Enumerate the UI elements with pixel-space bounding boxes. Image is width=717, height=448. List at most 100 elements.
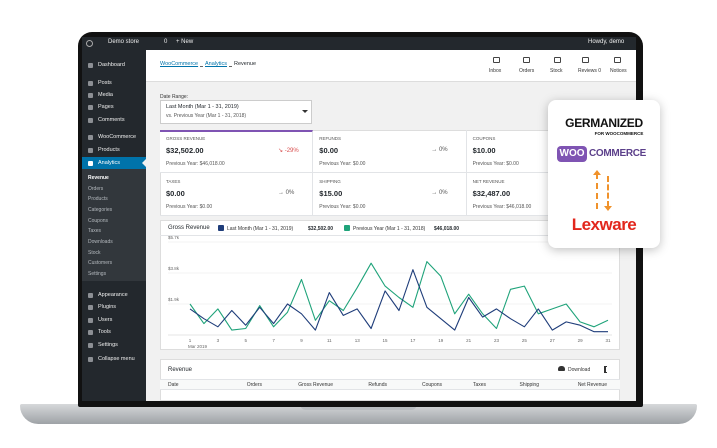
column-header[interactable]: Taxes bbox=[472, 382, 486, 388]
submenu-item[interactable]: Customers bbox=[88, 260, 113, 266]
x-tick-label: 27 bbox=[550, 338, 556, 343]
table-header-row bbox=[160, 379, 620, 390]
dropdown-caret bbox=[302, 110, 308, 113]
column-header[interactable]: Coupons bbox=[421, 382, 442, 388]
header-icon[interactable] bbox=[523, 57, 530, 63]
header-action[interactable]: Reviews 0 bbox=[578, 68, 602, 74]
menu-icon bbox=[88, 93, 93, 98]
submenu-item[interactable]: Settings bbox=[88, 271, 107, 277]
series-line bbox=[189, 269, 608, 333]
card-label: COUPONS bbox=[472, 136, 496, 141]
column-header[interactable]: Net Revenue bbox=[577, 382, 607, 388]
download-button[interactable]: Download bbox=[568, 367, 591, 373]
menu-item[interactable]: Posts bbox=[98, 80, 112, 86]
new-button[interactable]: + New bbox=[176, 39, 194, 45]
chart-panel bbox=[160, 220, 620, 350]
card-previous: Previous Year: $46,018.00 bbox=[166, 161, 225, 167]
header-icon[interactable] bbox=[614, 57, 621, 63]
menu-item[interactable]: Collapse menu bbox=[98, 356, 135, 362]
card[interactable] bbox=[313, 173, 467, 216]
menu-item[interactable]: Dashboard bbox=[98, 62, 125, 68]
header-action[interactable]: Notices bbox=[610, 68, 627, 74]
date-range-box[interactable] bbox=[160, 100, 312, 124]
breadcrumb-item[interactable]: Analytics bbox=[205, 61, 228, 67]
header-icon[interactable] bbox=[554, 57, 561, 63]
menu-item[interactable]: Plugins bbox=[98, 304, 117, 310]
card-previous: Previous Year: $0.00 bbox=[319, 204, 366, 210]
card-previous: Previous Year: $46,018.00 bbox=[472, 204, 532, 210]
site-name[interactable]: Demo store bbox=[108, 39, 140, 45]
menu-item[interactable]: Appearance bbox=[98, 292, 128, 298]
breadcrumb-item: Revenue bbox=[234, 61, 257, 67]
submenu-item[interactable]: Orders bbox=[88, 186, 104, 192]
column-header[interactable]: Shipping bbox=[519, 382, 539, 388]
legend-checkbox[interactable] bbox=[218, 225, 224, 231]
header-icon[interactable] bbox=[582, 57, 589, 63]
menu-item[interactable]: Pages bbox=[98, 104, 114, 110]
card[interactable] bbox=[160, 130, 314, 173]
submenu-bg bbox=[82, 169, 146, 281]
menu-item[interactable]: Media bbox=[98, 92, 113, 98]
column-header[interactable]: Gross Revenue bbox=[298, 382, 333, 388]
comments-count[interactable]: 0 bbox=[164, 39, 168, 45]
wp-logo bbox=[86, 40, 93, 47]
date-range-primary: Last Month (Mar 1 - 31, 2019) bbox=[166, 104, 239, 110]
menu-item[interactable]: Comments bbox=[98, 117, 125, 123]
menu-icon bbox=[88, 293, 93, 298]
submenu-item[interactable]: Downloads bbox=[88, 239, 113, 245]
menu-item[interactable]: Tools bbox=[98, 329, 111, 335]
menu-icon bbox=[88, 135, 93, 140]
menu-icon bbox=[88, 305, 93, 310]
column-header[interactable]: Refunds bbox=[368, 382, 387, 388]
breadcrumb-separator bbox=[229, 66, 232, 67]
card[interactable] bbox=[313, 130, 467, 173]
y-tick-label: $3.8k bbox=[168, 266, 180, 271]
admin-bar bbox=[82, 37, 636, 50]
header-action[interactable]: Stock bbox=[550, 68, 563, 74]
x-tick-label: 25 bbox=[522, 338, 528, 343]
legend-label[interactable]: Previous Year (Mar 1 - 31, 2018) bbox=[353, 225, 426, 232]
submenu-item[interactable]: Products bbox=[88, 196, 108, 202]
x-tick-label: 17 bbox=[410, 338, 416, 343]
menu-item[interactable]: Products bbox=[98, 147, 120, 153]
card[interactable] bbox=[160, 173, 314, 216]
date-range-label: Date Range: bbox=[160, 94, 189, 100]
submenu-item[interactable]: Stock bbox=[88, 250, 101, 256]
menu-item[interactable]: WooCommerce bbox=[98, 134, 137, 140]
header bbox=[146, 50, 636, 82]
more-menu[interactable] bbox=[604, 366, 606, 373]
submenu-item[interactable]: Coupons bbox=[88, 218, 109, 224]
legend-label[interactable]: Last Month (Mar 1 - 31, 2019) bbox=[227, 225, 294, 232]
menu-item[interactable]: Users bbox=[98, 317, 113, 323]
sync-arrow-down bbox=[604, 206, 612, 211]
download-icon[interactable] bbox=[558, 366, 565, 371]
column-header[interactable]: Date bbox=[168, 382, 179, 388]
x-tick-label: 31 bbox=[605, 338, 611, 343]
menu-item[interactable]: Settings bbox=[98, 342, 118, 348]
date-range-secondary: vs. Previous Year (Mar 1 - 31, 2018) bbox=[166, 113, 247, 119]
y-tick-label: $5.7k bbox=[168, 236, 180, 240]
submenu-item[interactable]: Taxes bbox=[88, 228, 102, 234]
x-tick-label: 23 bbox=[494, 338, 500, 343]
header-action[interactable]: Orders bbox=[519, 68, 535, 74]
x-tick-label: 7 bbox=[272, 338, 275, 343]
promo-card: GERMANIZED FOR WOOCOMMERCE WOO COMMERCE Lexw… bbox=[548, 100, 660, 248]
header-icon[interactable] bbox=[493, 57, 500, 63]
column-header[interactable]: Orders bbox=[246, 382, 262, 388]
breadcrumb-item[interactable]: WooCommerce bbox=[160, 61, 199, 67]
header-action[interactable]: Inbox bbox=[489, 68, 502, 74]
submenu-item[interactable]: Categories bbox=[88, 207, 113, 213]
menu-icon bbox=[88, 357, 93, 362]
card-change: → 0% bbox=[278, 190, 295, 196]
x-tick-label: 5 bbox=[244, 338, 247, 343]
menu-icon bbox=[88, 343, 93, 348]
card-change: → 0% bbox=[431, 190, 448, 196]
submenu-item[interactable]: Revenue bbox=[88, 175, 109, 181]
menu-item[interactable]: Analytics bbox=[98, 160, 121, 166]
sync-arrow-up bbox=[593, 170, 601, 175]
arrow-indicator bbox=[142, 159, 146, 167]
greeting[interactable]: Howdy, demo bbox=[588, 39, 625, 45]
card-value: $0.00 bbox=[319, 146, 339, 155]
menu-icon bbox=[88, 105, 93, 110]
legend-checkbox[interactable] bbox=[344, 225, 350, 231]
